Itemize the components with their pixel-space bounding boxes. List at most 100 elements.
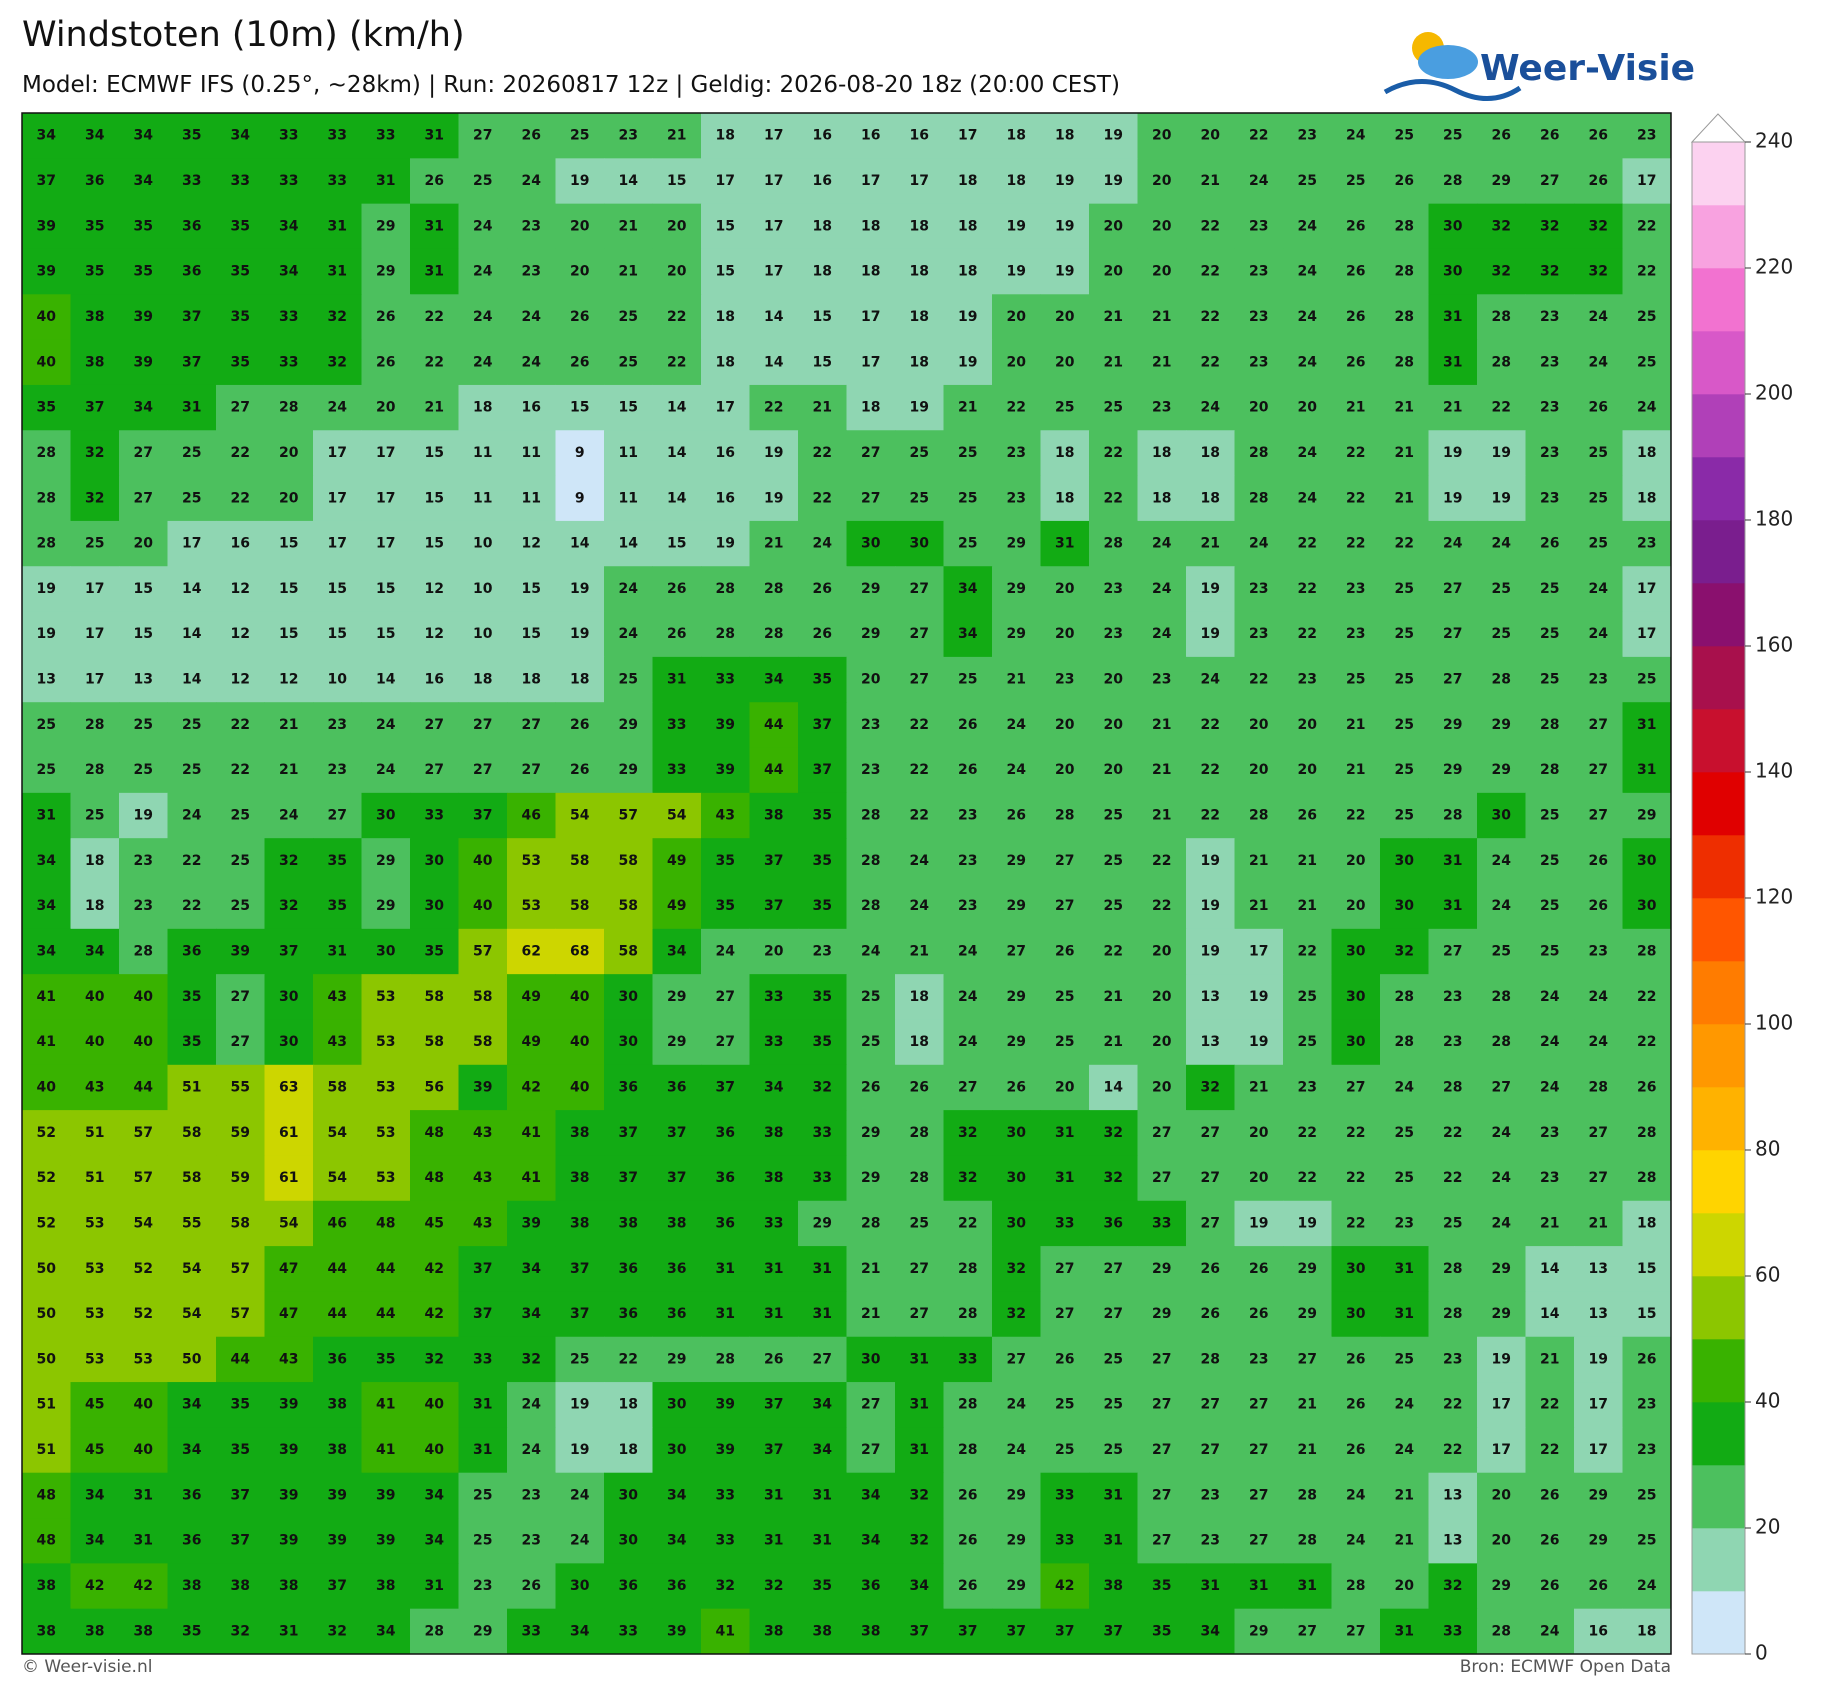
grid-cell <box>943 611 993 658</box>
cell-label: 25 <box>1540 808 1559 824</box>
cell-label: 27 <box>861 1397 880 1413</box>
cell-label: 20 <box>1104 264 1124 280</box>
cell-label: 21 <box>861 1261 880 1277</box>
cell-label: 29 <box>376 898 395 914</box>
cell-label: 17 <box>328 490 347 506</box>
grid-cell <box>507 611 556 658</box>
grid-cell <box>119 294 168 341</box>
grid-cell <box>119 1382 168 1428</box>
cell-label: 25 <box>231 898 250 914</box>
grid-cell <box>1089 475 1138 522</box>
grid-cell <box>1428 158 1478 205</box>
grid-cell <box>701 248 750 295</box>
cell-label: 38 <box>619 1215 638 1231</box>
cell-label: 40 <box>570 1079 590 1095</box>
cell-label: 28 <box>1395 218 1414 234</box>
cell-label: 32 <box>958 1125 977 1141</box>
grid-cell <box>1622 883 1672 930</box>
grid-cell <box>1477 203 1526 250</box>
cell-label: 51 <box>37 1442 56 1458</box>
cell-label: 48 <box>37 1533 56 1549</box>
grid-cell <box>1380 384 1429 431</box>
grid-cell <box>1331 113 1381 159</box>
cell-label: 27 <box>1443 581 1462 597</box>
grid-cell <box>943 1563 993 1610</box>
cell-label: 29 <box>619 717 638 733</box>
cell-label: 24 <box>522 173 542 189</box>
cell-label: 30 <box>619 989 639 1005</box>
cell-label: 23 <box>1589 672 1608 688</box>
cell-label: 20 <box>1249 400 1269 416</box>
cell-label: 15 <box>667 536 686 552</box>
cell-label: 24 <box>1346 1487 1366 1503</box>
grid-cell <box>410 113 459 159</box>
cell-label: 25 <box>1492 943 1511 959</box>
cell-label: 32 <box>1589 218 1608 234</box>
cell-label: 26 <box>1589 853 1608 869</box>
cell-label: 40 <box>473 853 493 869</box>
grid-cell <box>264 928 314 975</box>
grid-cell <box>1380 203 1429 250</box>
grid-cell <box>846 611 896 658</box>
grid-cell <box>1234 1563 1284 1610</box>
cell-label: 20 <box>1104 672 1124 688</box>
cell-label: 34 <box>522 1261 542 1277</box>
cell-label: 31 <box>1249 1578 1268 1594</box>
grid-cell <box>1040 520 1090 567</box>
grid-cell <box>1234 928 1284 975</box>
grid-cell <box>895 1382 944 1428</box>
grid-cell <box>1089 1563 1138 1610</box>
grid-cell <box>943 566 993 613</box>
colorbar-band <box>1692 142 1745 206</box>
grid-cell <box>701 1291 750 1338</box>
cell-label: 19 <box>958 309 977 325</box>
grid-cell <box>1234 158 1284 205</box>
grid-cell <box>1622 1110 1672 1156</box>
grid-cell <box>458 566 508 613</box>
grid-cell <box>846 384 896 431</box>
cell-label: 21 <box>1152 762 1171 778</box>
cell-label: 13 <box>1201 989 1220 1005</box>
cell-label: 35 <box>328 853 347 869</box>
grid-cell <box>1234 1427 1284 1474</box>
cell-label: 58 <box>619 853 638 869</box>
cell-label: 33 <box>667 717 686 733</box>
grid-cell <box>1525 339 1575 386</box>
grid-cell <box>1040 883 1090 930</box>
grid-cell <box>507 1291 556 1338</box>
cell-label: 38 <box>1104 1578 1123 1594</box>
cell-label: 57 <box>231 1261 250 1277</box>
cell-label: 35 <box>182 1623 201 1639</box>
grid-cell <box>361 1110 411 1156</box>
cell-label: 14 <box>182 672 202 688</box>
grid-cell <box>1331 747 1381 794</box>
grid-cell <box>1089 1155 1138 1202</box>
cell-label: 34 <box>279 218 299 234</box>
grid-cell <box>458 1427 508 1474</box>
cell-label: 18 <box>910 309 929 325</box>
cell-label: 25 <box>134 717 153 733</box>
colorbar-band <box>1692 1213 1745 1277</box>
cell-label: 26 <box>1346 1397 1365 1413</box>
grid-cell <box>1525 1246 1575 1292</box>
grid-cell <box>1186 702 1235 749</box>
grid-cell <box>1525 1110 1575 1156</box>
grid-cell <box>992 294 1041 341</box>
cell-label: 22 <box>1492 400 1511 416</box>
cell-label: 19 <box>134 808 153 824</box>
grid-cell <box>216 430 265 477</box>
grid-cell <box>992 1427 1041 1474</box>
colorbar-label: 40 <box>1755 1389 1780 1413</box>
cell-label: 39 <box>328 1487 347 1503</box>
cell-label: 29 <box>1249 1623 1268 1639</box>
cell-label: 20 <box>1249 717 1269 733</box>
cell-label: 28 <box>958 1306 977 1322</box>
cell-label: 20 <box>1055 717 1075 733</box>
cell-label: 39 <box>279 1487 298 1503</box>
cell-label: 50 <box>37 1261 57 1277</box>
cell-label: 28 <box>958 1261 977 1277</box>
grid-cell <box>313 1155 362 1202</box>
cell-label: 27 <box>134 490 153 506</box>
grid-cell <box>1186 1019 1235 1066</box>
grid-cell <box>70 1518 120 1564</box>
